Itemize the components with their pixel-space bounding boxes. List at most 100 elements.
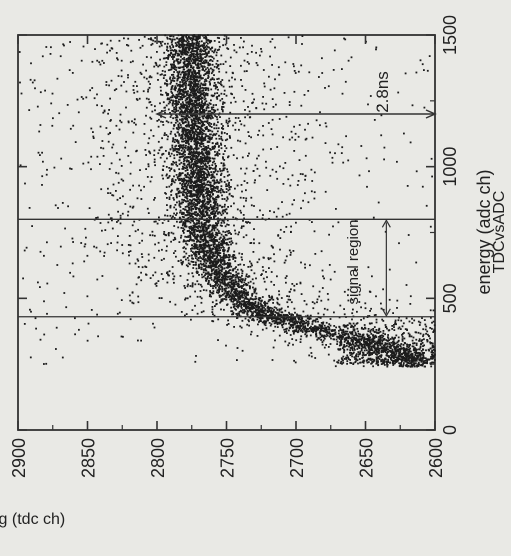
- scatter-point: [193, 75, 195, 78]
- scatter-point: [199, 156, 202, 158]
- scatter-point: [191, 71, 193, 73]
- scatter-point: [210, 177, 213, 179]
- scatter-point: [433, 359, 436, 361]
- scatter-point: [194, 115, 197, 118]
- scatter-point: [211, 239, 213, 242]
- scatter-point: [236, 301, 239, 304]
- scatter-point: [170, 90, 173, 93]
- scatter-point: [391, 353, 393, 355]
- scatter-point: [206, 103, 209, 106]
- scatter-point: [197, 212, 199, 215]
- scatter-point: [351, 343, 354, 345]
- scatter-point: [416, 357, 419, 360]
- scatter-point: [236, 275, 239, 278]
- scatter-point: [199, 188, 202, 191]
- scatter-point: [180, 115, 183, 118]
- scatter-point: [215, 198, 218, 201]
- scatter-point: [220, 266, 222, 269]
- scatter-point: [195, 63, 197, 66]
- scatter-point: [220, 92, 223, 95]
- scatter-point: [186, 65, 189, 68]
- scatter-point: [173, 161, 176, 164]
- scatter-point: [332, 333, 334, 335]
- scatter-point: [193, 164, 195, 167]
- scatter-point: [214, 115, 217, 118]
- scatter-point: [201, 184, 204, 187]
- scatter-point: [179, 144, 182, 146]
- scatter-point: [210, 114, 212, 116]
- scatter-point: [195, 83, 198, 85]
- scatter-point: [187, 182, 190, 185]
- scatter-point: [224, 231, 227, 234]
- scatter-point: [197, 91, 199, 93]
- scatter-point: [193, 135, 195, 137]
- scatter-point: [355, 341, 358, 344]
- scatter-point: [404, 355, 407, 358]
- scatter-point: [217, 220, 220, 223]
- scatter-point: [209, 83, 211, 86]
- scatter-point: [218, 134, 220, 137]
- scatter-point: [354, 339, 357, 342]
- scatter-point: [204, 133, 207, 136]
- scatter-point: [212, 133, 215, 136]
- scatter-point: [221, 290, 224, 293]
- scatter-point: [166, 37, 169, 40]
- scatter-point: [165, 79, 168, 82]
- scatter-point: [202, 142, 205, 145]
- scatter-point: [180, 191, 183, 194]
- scatter-point: [161, 110, 163, 112]
- scatter-point: [344, 330, 347, 333]
- scatter-point: [195, 180, 198, 183]
- scatter-point: [227, 276, 229, 278]
- scatter-point: [176, 90, 179, 93]
- scatter-point: [305, 319, 308, 322]
- scatter-point: [235, 281, 238, 283]
- scatter-point: [235, 291, 237, 294]
- scatter-point: [209, 230, 211, 233]
- scatter-point: [201, 89, 203, 92]
- scatter-point: [328, 328, 331, 331]
- scatter-point: [209, 283, 212, 286]
- scatter-point: [181, 106, 184, 109]
- scatter-point: [212, 254, 215, 257]
- scatter-point: [216, 118, 219, 121]
- scatter-point: [195, 35, 198, 38]
- scatter-point: [255, 309, 257, 311]
- scatter-point: [227, 125, 229, 127]
- scatter-point: [205, 289, 208, 292]
- scatter-point: [203, 44, 205, 47]
- scatter-point: [200, 159, 202, 162]
- scatter-point: [329, 332, 332, 335]
- scatter-point: [245, 293, 248, 296]
- scatter-point: [228, 117, 231, 120]
- scatter-point: [175, 163, 178, 166]
- scatter-point: [194, 92, 196, 95]
- scatter-point: [202, 53, 204, 56]
- scatter-point: [191, 176, 193, 179]
- scatter-point: [207, 52, 210, 54]
- scatter-point: [185, 188, 188, 190]
- scatter-point: [223, 198, 226, 200]
- scatter-point: [192, 88, 195, 91]
- scatter-point: [181, 41, 184, 44]
- scatter-point: [171, 40, 174, 42]
- scatter-point: [186, 149, 189, 151]
- scatter-point: [193, 176, 196, 179]
- scatter-point: [220, 233, 223, 236]
- scatter-point: [187, 147, 189, 149]
- scatter-point: [190, 248, 192, 250]
- scatter-point: [268, 299, 271, 301]
- scatter-point: [186, 243, 189, 246]
- scatter-point: [196, 177, 199, 180]
- scatter-point: [200, 235, 203, 238]
- scatter-point: [215, 190, 218, 193]
- scatter-point: [243, 302, 246, 305]
- scatter-point: [181, 70, 184, 73]
- scatter-point: [169, 77, 171, 80]
- scatter-point: [191, 239, 194, 241]
- scatter-point: [187, 110, 189, 113]
- scatter-point: [181, 53, 184, 56]
- scatter-point: [208, 114, 211, 117]
- scatter-point: [372, 339, 375, 342]
- scatter-point: [165, 64, 168, 66]
